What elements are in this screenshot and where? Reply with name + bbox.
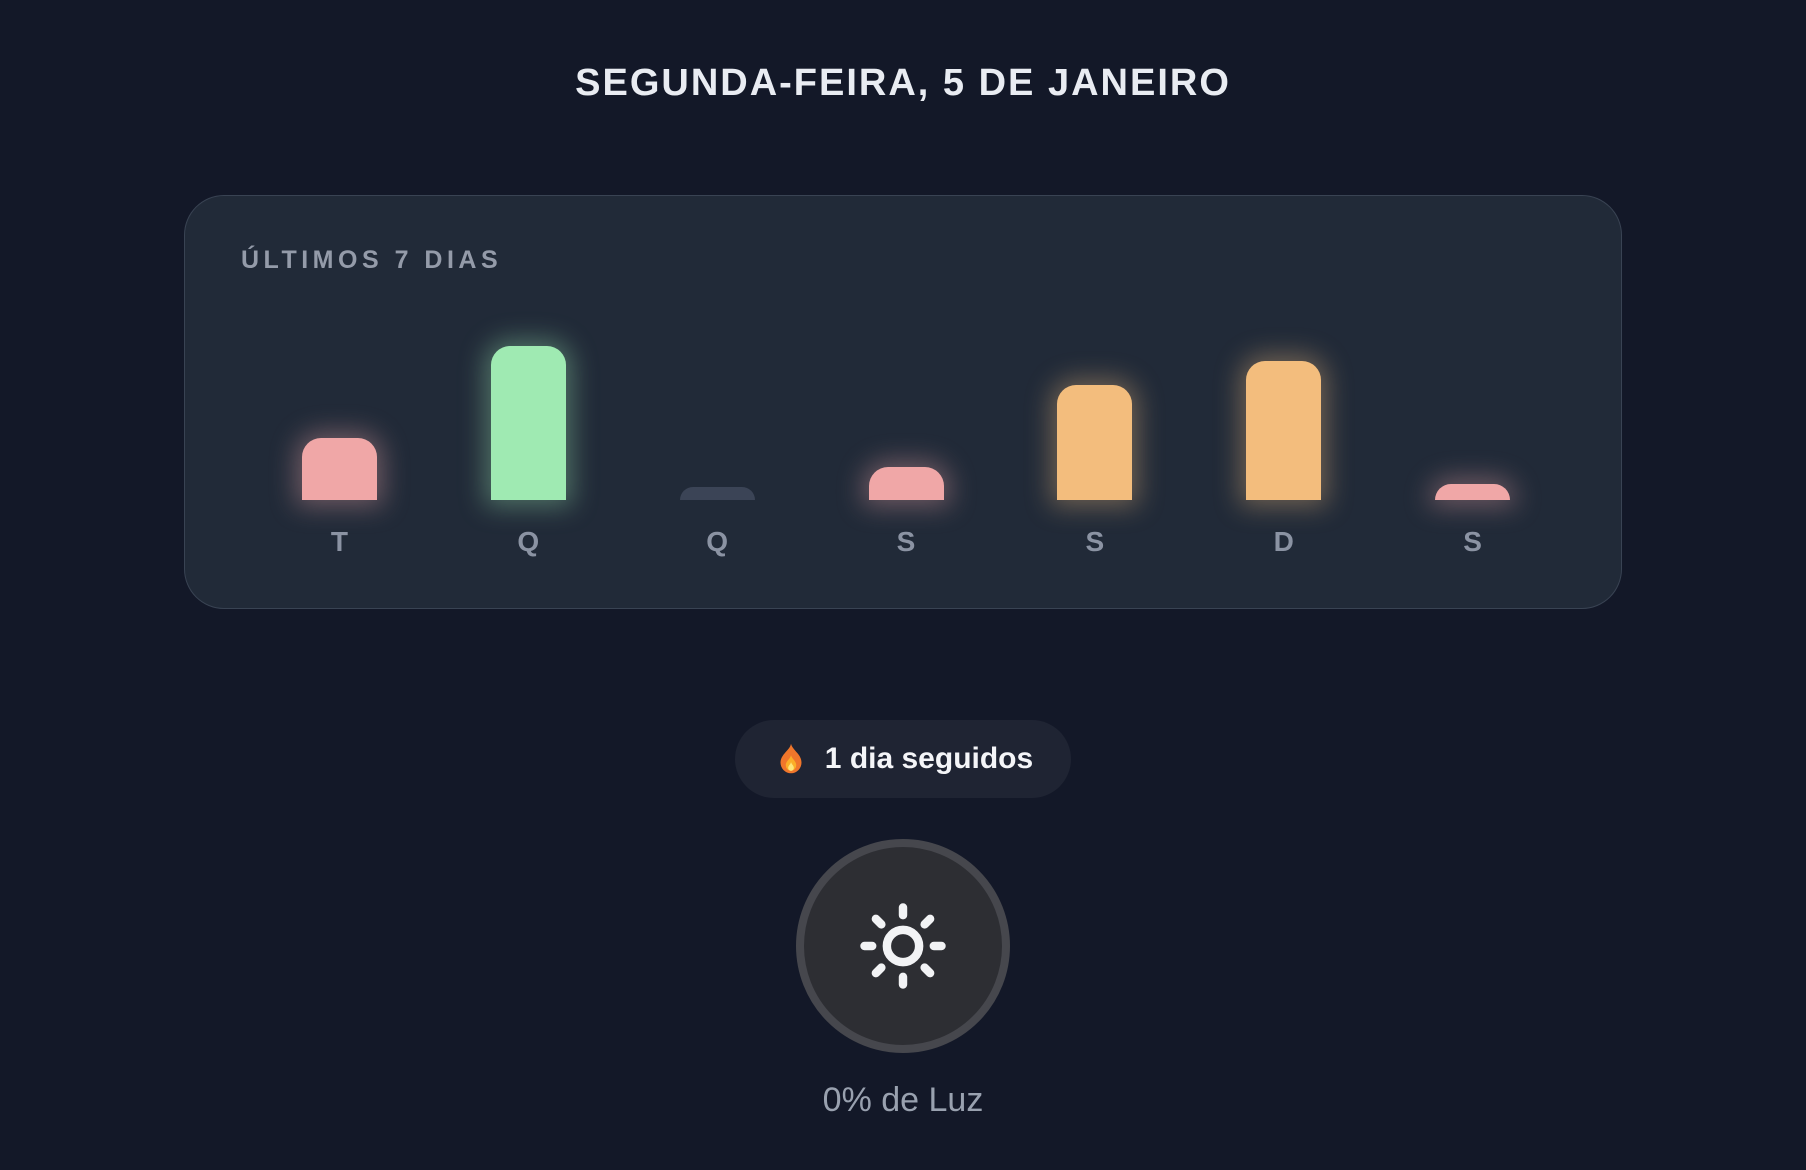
chart-column-7: S — [1378, 346, 1567, 558]
sun-icon — [860, 903, 946, 989]
last-7-days-card: ÚLTIMOS 7 DIAS T Q Q S S D S — [184, 195, 1622, 609]
streak-row: 1 dia seguidos — [0, 720, 1806, 798]
card-title: ÚLTIMOS 7 DIAS — [241, 246, 503, 274]
streak-label: 1 dia seguidos — [824, 742, 1034, 775]
bar-area — [1057, 346, 1133, 500]
bar-d-6 — [1246, 361, 1322, 500]
bar-q-2 — [490, 346, 566, 500]
day-label-2: Q — [517, 526, 540, 557]
bar-area — [679, 346, 755, 500]
chart-column-3: Q — [623, 346, 812, 558]
bar-t-1 — [301, 438, 377, 500]
streak-badge: 1 dia seguidos — [734, 720, 1072, 798]
day-label-7: S — [1463, 526, 1482, 557]
flame-icon — [780, 743, 802, 774]
day-label-4: S — [896, 526, 916, 557]
bar-q-3 — [679, 487, 755, 500]
bar-area — [868, 346, 944, 500]
page-title: SEGUNDA-FEIRA, 5 DE JANEIRO — [575, 62, 1231, 104]
chart-column-1: T — [245, 346, 434, 558]
bar-area — [490, 346, 566, 500]
light-toggle-button[interactable] — [796, 839, 1010, 1053]
bar-area — [1246, 346, 1322, 500]
day-label-3: Q — [706, 526, 729, 557]
day-label-6: D — [1273, 526, 1294, 557]
day-label-1: T — [330, 526, 348, 557]
chart-column-2: Q — [434, 346, 623, 558]
chart-column-4: S — [812, 346, 1001, 558]
bar-area — [301, 346, 377, 500]
bar-s-7 — [1435, 484, 1511, 500]
day-label-5: S — [1085, 526, 1105, 557]
chart-column-5: S — [1000, 346, 1189, 558]
bar-s-4 — [868, 467, 944, 500]
light-row — [0, 839, 1806, 1053]
chart-column-6: D — [1189, 346, 1378, 558]
light-status-label: 0% de Luz — [822, 1081, 984, 1119]
bar-area — [1435, 346, 1511, 500]
bar-s-5 — [1057, 385, 1133, 500]
